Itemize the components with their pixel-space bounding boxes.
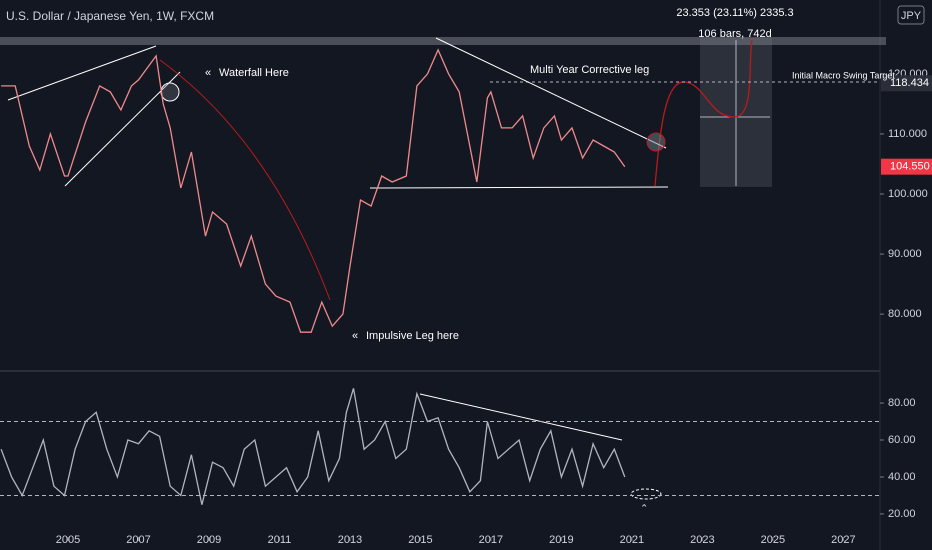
x-tick-label: 2021	[620, 534, 644, 546]
x-tick-label: 2027	[831, 534, 855, 546]
price-label: 118.434	[890, 77, 929, 89]
annotation: 23.353 (23.11%) 2335.3	[676, 7, 793, 19]
annotation: Impulsive Leg here	[366, 330, 459, 342]
y-tick-label: 80.000	[888, 308, 922, 320]
projection-path	[654, 39, 753, 187]
annotation-arrow: «	[205, 67, 211, 79]
annotation-arrow: «	[352, 330, 358, 342]
waterfall-arc	[159, 59, 331, 301]
x-tick-label: 2005	[56, 534, 80, 546]
annotation: Waterfall Here	[219, 67, 289, 79]
x-tick-label: 2009	[197, 534, 221, 546]
annotation: 106 bars, 742d	[698, 28, 771, 40]
x-tick-label: 2019	[549, 534, 573, 546]
trendline	[369, 186, 669, 189]
annotation: Initial Macro Swing Target	[792, 70, 895, 80]
y-tick-label: 20.00	[888, 508, 916, 520]
y-tick-label: 80.00	[888, 397, 916, 409]
x-tick-label: 2011	[268, 534, 292, 546]
highlight-circle	[160, 82, 180, 102]
y-tick-label: 60.00	[888, 434, 916, 446]
series-line	[1, 48, 626, 333]
x-tick-label: 2015	[408, 534, 432, 546]
arrow-icon: ⌃	[640, 504, 648, 515]
price-label-bg	[881, 75, 932, 92]
x-tick-label: 2017	[479, 534, 503, 546]
currency-box	[897, 5, 925, 25]
currency-label: JPY	[901, 10, 922, 22]
chart-title: U.S. Dollar / Japanese Yen, 1W, FXCM	[6, 9, 214, 23]
x-tick-label: 2023	[690, 534, 714, 546]
highlight-circle	[646, 132, 666, 152]
x-tick-label: 2007	[126, 534, 150, 546]
series-line	[0, 388, 626, 505]
x-tick-label: 2025	[761, 534, 785, 546]
annotation: Multi Year Corrective leg	[530, 64, 649, 76]
price-label-bg	[881, 158, 932, 175]
y-tick-label: 40.00	[888, 471, 916, 483]
price-label: 104.550	[890, 161, 930, 173]
y-tick-label: 90.000	[888, 248, 922, 260]
trendline	[435, 37, 667, 149]
rsi-trendline	[419, 393, 623, 441]
trendline	[7, 45, 157, 101]
y-tick-label: 110.000	[888, 128, 927, 140]
x-tick-label: 2013	[338, 534, 362, 546]
y-tick-label: 100.000	[888, 188, 928, 200]
rsi-oval	[630, 488, 662, 500]
